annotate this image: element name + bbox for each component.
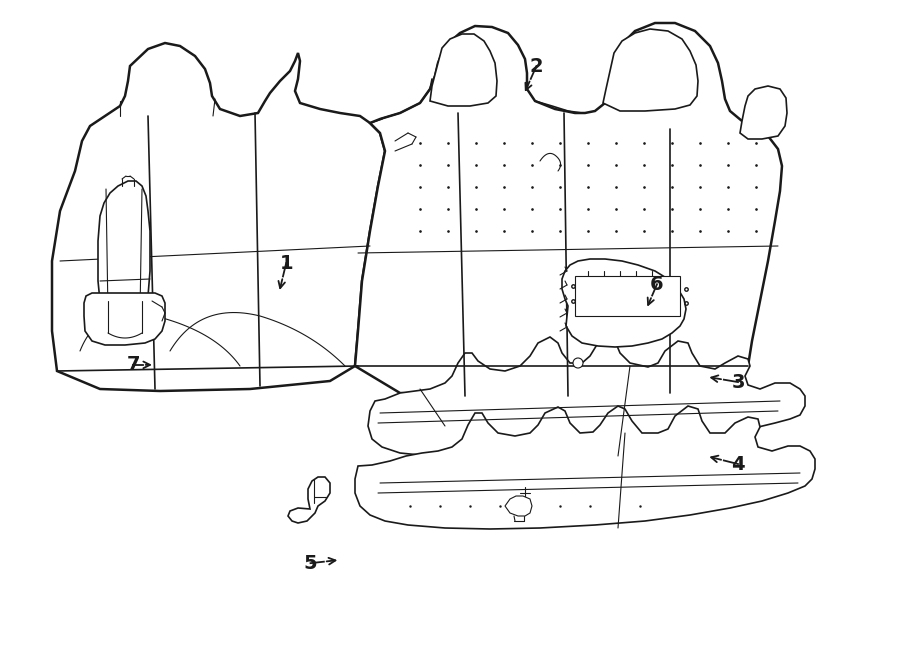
Polygon shape xyxy=(288,477,330,523)
Text: 1: 1 xyxy=(279,254,293,272)
Text: 2: 2 xyxy=(529,57,544,75)
Polygon shape xyxy=(98,181,150,317)
Polygon shape xyxy=(562,259,686,347)
Polygon shape xyxy=(740,86,787,139)
Polygon shape xyxy=(430,34,497,106)
Polygon shape xyxy=(84,293,165,345)
Text: 3: 3 xyxy=(731,373,745,391)
Polygon shape xyxy=(505,496,532,516)
Polygon shape xyxy=(603,29,698,111)
Text: 4: 4 xyxy=(731,455,745,473)
Circle shape xyxy=(573,358,583,368)
Polygon shape xyxy=(355,406,815,529)
Polygon shape xyxy=(52,43,385,391)
Polygon shape xyxy=(368,337,805,457)
Text: 5: 5 xyxy=(303,554,318,572)
Polygon shape xyxy=(575,276,680,316)
Text: 7: 7 xyxy=(126,356,140,374)
Polygon shape xyxy=(355,23,782,396)
Text: 6: 6 xyxy=(650,275,664,293)
